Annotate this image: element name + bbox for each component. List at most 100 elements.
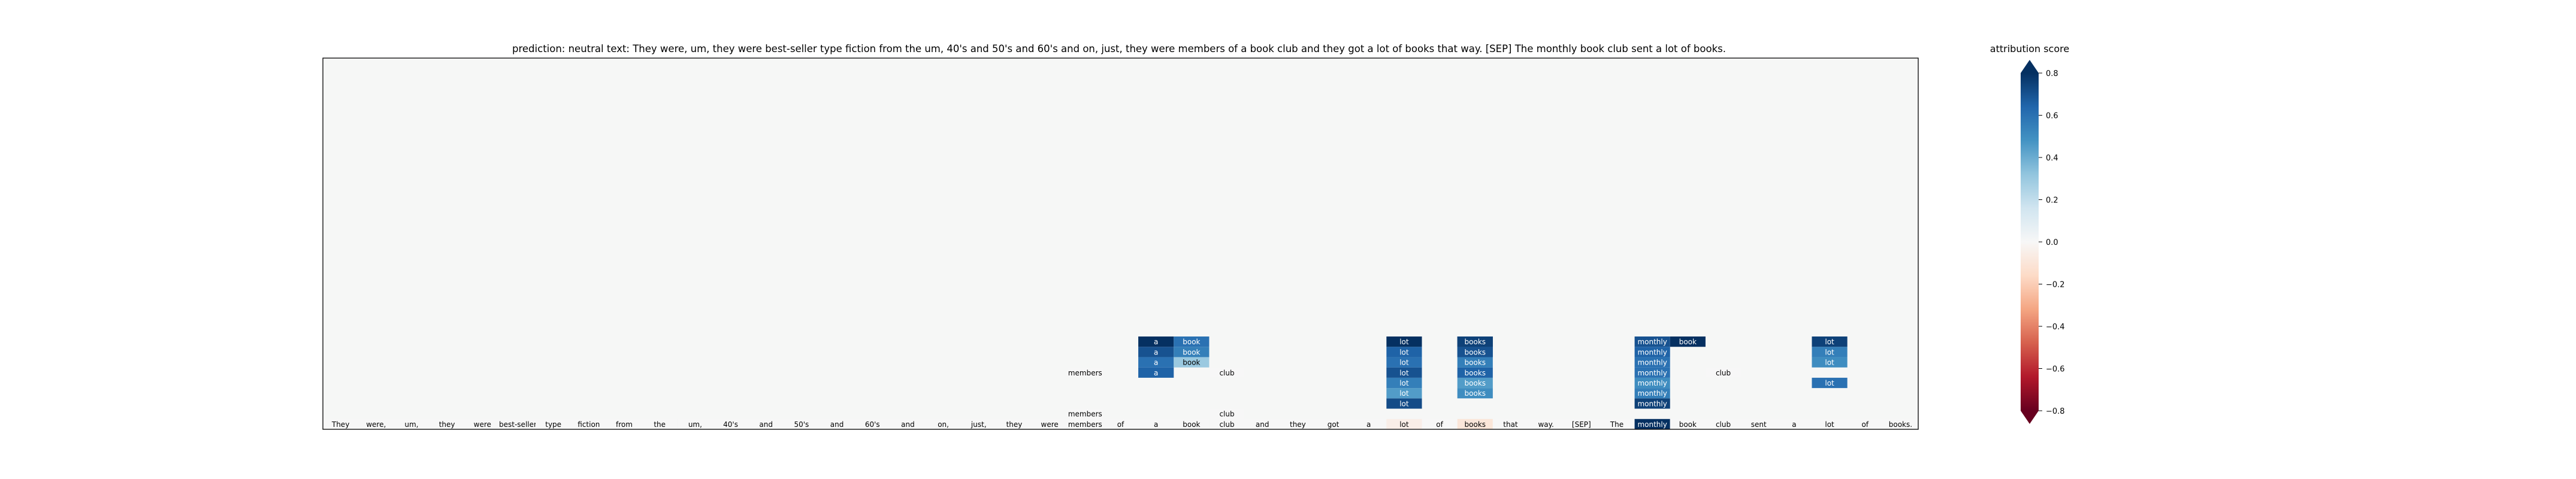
heatmap-cell — [1457, 377, 1493, 389]
heatmap-cell — [1457, 347, 1493, 357]
heatmap-cell-label: members — [1068, 410, 1102, 419]
heatmap-cell-label: from — [616, 420, 633, 429]
heatmap-cell-label: books — [1465, 420, 1486, 429]
heatmap-cell — [890, 419, 926, 429]
heatmap-cell — [1386, 357, 1422, 368]
heatmap-cell — [1634, 388, 1670, 399]
colorbar — [2021, 73, 2039, 411]
heatmap-cell-label: lot — [1825, 420, 1834, 429]
heatmap-cell-label: monthly — [1637, 348, 1667, 356]
heatmap-cell — [1634, 367, 1670, 378]
heatmap-cell — [1280, 419, 1316, 429]
heatmap-cell — [819, 419, 855, 429]
heatmap-cell — [1812, 419, 1848, 429]
heatmap-cell-label: club — [1219, 410, 1234, 419]
heatmap-cell-label: were — [1041, 420, 1059, 429]
heatmap-cell — [961, 419, 997, 429]
heatmap-cell — [1705, 367, 1741, 378]
heatmap-cell-label: books — [1465, 379, 1486, 387]
colorbar-tick-label: 0.8 — [2046, 69, 2058, 78]
heatmap-cell — [1705, 419, 1741, 429]
heatmap-cell — [1315, 419, 1352, 429]
heatmap-cell-label: club — [1716, 369, 1731, 377]
heatmap-cell — [500, 419, 536, 429]
heatmap-cell-label: got — [1328, 420, 1340, 429]
heatmap-cell — [1386, 398, 1422, 409]
heatmap-cell-label: 40's — [723, 420, 738, 429]
heatmap-cell-label: and — [830, 420, 844, 429]
heatmap-cell-label: were, — [366, 420, 386, 429]
heatmap-cell-label: book — [1183, 359, 1200, 367]
heatmap-cell — [996, 419, 1032, 429]
heatmap-cell-label: they — [1290, 420, 1306, 429]
heatmap-cell-label: a — [1154, 369, 1158, 377]
colorbar-tick-label: −0.8 — [2046, 407, 2065, 416]
heatmap-cell — [1457, 419, 1493, 429]
heatmap-cell-label: 60's — [865, 420, 880, 429]
heatmap-cell-label: books — [1465, 348, 1486, 356]
heatmap-cells: They were, um, they were best-seller type ficti… — [323, 336, 1918, 429]
heatmap-cell-label: books — [1465, 359, 1486, 367]
heatmap-cell-label: monthly — [1637, 359, 1667, 367]
heatmap-cell — [358, 419, 394, 429]
heatmap-cell-label: books. — [1889, 420, 1912, 429]
heatmap-cell — [784, 419, 820, 429]
heatmap-cell-label: books — [1465, 338, 1486, 346]
heatmap-cell-label: um, — [688, 420, 702, 429]
heatmap-cell-label: lot — [1825, 379, 1834, 387]
heatmap-cell-label: that — [1503, 420, 1518, 429]
chart-title: prediction: neutral text: They were, um,… — [512, 43, 1726, 54]
heatmap-cell — [854, 419, 890, 429]
heatmap-cell — [1741, 419, 1777, 429]
heatmap-cell-label: books — [1465, 389, 1486, 398]
heatmap-cell-label: The — [1610, 420, 1623, 429]
colorbar-extend-min — [2021, 411, 2039, 424]
heatmap-cell-label: lot — [1825, 359, 1834, 367]
heatmap-cell — [1244, 419, 1280, 429]
heatmap-cell — [429, 419, 465, 429]
heatmap-cell-label: a — [1154, 348, 1158, 356]
heatmap-cell — [1067, 408, 1103, 419]
heatmap-cell-label: a — [1154, 359, 1158, 367]
heatmap-cell — [1528, 419, 1564, 429]
heatmap-cell — [677, 419, 713, 429]
heatmap-cell-label: were — [474, 420, 491, 429]
heatmap-cell-label: lot — [1399, 359, 1409, 367]
heatmap-cell — [1599, 419, 1635, 429]
heatmap-cell — [1670, 336, 1706, 347]
heatmap-cell-label: fiction — [578, 420, 600, 429]
heatmap-cell — [1138, 347, 1174, 357]
heatmap-cell-label: lot — [1399, 420, 1409, 429]
heatmap-cell-label: monthly — [1637, 389, 1667, 398]
heatmap-cell-label: on, — [938, 420, 949, 429]
heatmap-cell-label: members — [1068, 369, 1102, 377]
heatmap-cell — [1812, 357, 1848, 368]
heatmap-cell-label: monthly — [1637, 369, 1667, 377]
heatmap-cell-label: book — [1183, 338, 1200, 346]
heatmap-cell — [394, 419, 430, 429]
heatmap-cell-label: of — [1436, 420, 1443, 429]
heatmap-cell-label: books — [1465, 369, 1486, 377]
heatmap-cell — [1847, 419, 1883, 429]
heatmap-cell-label: book — [1183, 348, 1200, 356]
heatmap-cell-label: a — [1154, 420, 1158, 429]
heatmap-cell-label: monthly — [1637, 420, 1667, 429]
heatmap-cell — [1138, 367, 1174, 378]
heatmap-cell-label: lot — [1825, 338, 1834, 346]
heatmap-cell — [926, 419, 962, 429]
heatmap-cell — [1386, 347, 1422, 357]
colorbar-tick-label: 0.0 — [2046, 238, 2058, 247]
heatmap-cell — [1882, 419, 1918, 429]
heatmap-cell-label: a — [1366, 420, 1371, 429]
heatmap-cell — [1102, 419, 1139, 429]
heatmap-cell — [1670, 419, 1706, 429]
heatmap-cell — [1138, 419, 1174, 429]
heatmap-cell-label: [SEP] — [1572, 420, 1591, 429]
heatmap-cell — [1634, 419, 1670, 429]
colorbar-tick-label: 0.2 — [2046, 196, 2058, 205]
heatmap-cell — [1422, 419, 1458, 429]
heatmap-cell-label: lot — [1399, 369, 1409, 377]
heatmap-cell-label: lot — [1399, 399, 1409, 408]
heatmap-cell — [1386, 367, 1422, 378]
